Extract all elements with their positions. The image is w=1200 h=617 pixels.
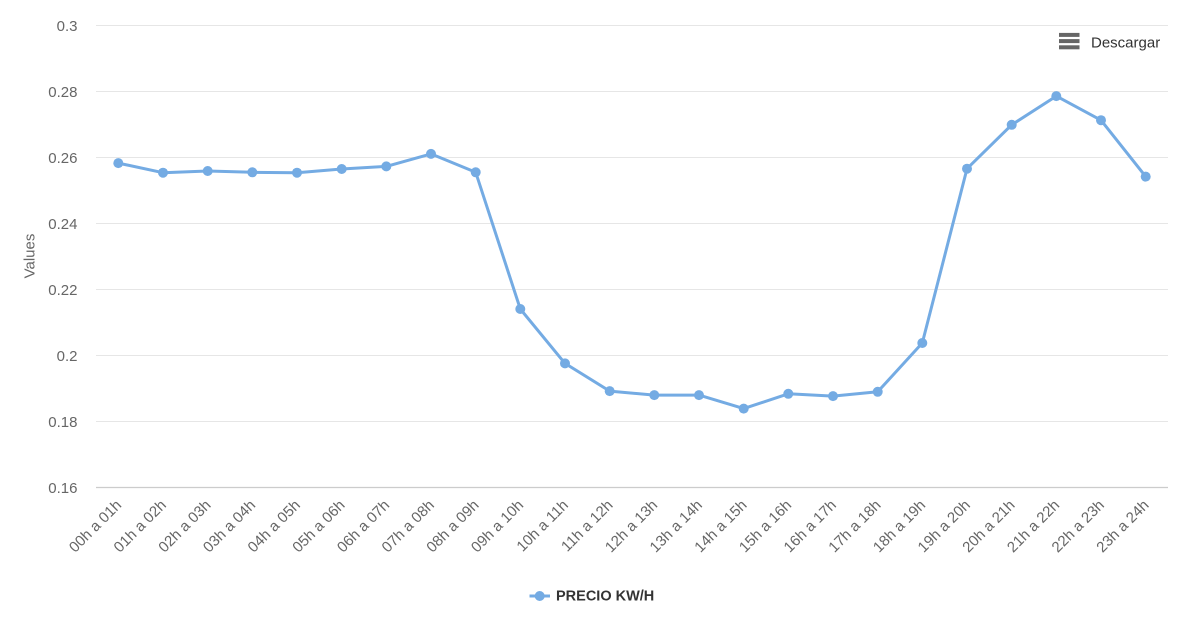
svg-text:Descargar: Descargar [1091,35,1160,52]
svg-text:0.28: 0.28 [48,84,77,101]
svg-text:0.22: 0.22 [48,282,77,299]
svg-text:0.16: 0.16 [48,480,77,497]
svg-text:0.3: 0.3 [57,18,78,35]
svg-text:0.2: 0.2 [57,348,78,365]
svg-text:0.18: 0.18 [48,414,77,431]
svg-text:PRECIO KW/H: PRECIO KW/H [556,589,654,605]
svg-text:0.26: 0.26 [48,150,77,167]
svg-text:Values: Values [21,234,38,279]
svg-text:0.24: 0.24 [48,216,77,233]
